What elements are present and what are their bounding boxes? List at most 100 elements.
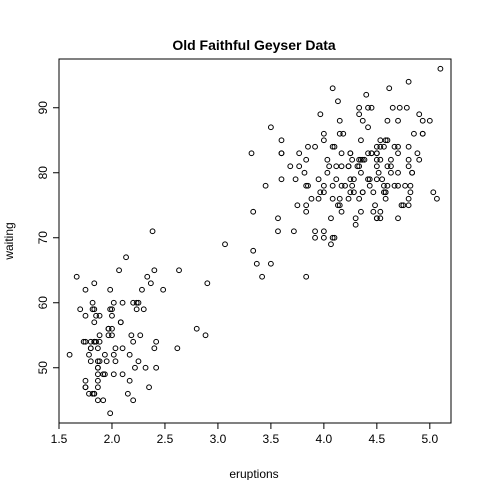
data-point — [147, 280, 154, 287]
data-point — [303, 208, 310, 215]
data-point — [312, 228, 318, 235]
data-point — [324, 156, 331, 163]
data-point — [317, 111, 324, 118]
data-point — [296, 163, 303, 170]
data-point — [101, 351, 108, 358]
data-point — [317, 189, 324, 196]
data-point — [107, 286, 114, 293]
data-point — [336, 130, 343, 137]
data-point — [96, 312, 103, 319]
data-point — [320, 137, 327, 144]
x-tick-label: 3.0 — [210, 432, 227, 446]
data-point — [329, 234, 336, 241]
data-points — [66, 65, 444, 417]
data-point — [365, 150, 371, 157]
data-point — [395, 215, 401, 222]
data-point — [336, 195, 343, 202]
y-tick-label: 80 — [36, 166, 50, 180]
data-point — [248, 150, 255, 157]
data-point — [89, 299, 96, 306]
data-point — [379, 176, 386, 183]
data-point — [93, 338, 99, 345]
data-point — [354, 163, 361, 170]
data-point — [267, 124, 274, 131]
data-point — [384, 137, 391, 144]
data-point — [372, 202, 378, 209]
data-point — [381, 143, 387, 150]
data-point — [94, 384, 101, 391]
data-point — [278, 176, 285, 183]
data-point — [365, 176, 371, 183]
data-point — [326, 163, 333, 170]
data-point — [407, 189, 414, 196]
data-point — [368, 150, 375, 157]
data-point — [96, 338, 103, 345]
data-point — [405, 202, 412, 209]
data-point — [259, 273, 265, 280]
data-point — [395, 182, 401, 189]
data-point — [331, 143, 338, 150]
data-point — [352, 215, 359, 222]
y-axis: 50 60 70 80 90 — [36, 101, 59, 374]
data-point — [366, 176, 373, 183]
data-point — [391, 143, 398, 150]
data-point — [359, 156, 366, 163]
data-point — [151, 345, 158, 352]
data-point — [82, 384, 89, 391]
data-point — [312, 143, 318, 150]
data-point — [402, 182, 409, 189]
data-point — [398, 202, 405, 209]
data-point — [176, 267, 182, 274]
data-point — [328, 215, 334, 222]
data-point — [139, 286, 145, 293]
data-point — [320, 189, 327, 196]
data-point — [426, 117, 433, 124]
y-tick-label: 90 — [36, 101, 50, 115]
data-point — [405, 195, 412, 202]
data-point — [100, 397, 107, 404]
y-axis-label: waiting — [2, 222, 16, 260]
data-point — [292, 176, 299, 183]
data-point — [329, 182, 336, 189]
data-point — [89, 390, 96, 397]
x-tick-label: 5.0 — [421, 432, 438, 446]
data-point — [356, 111, 363, 118]
data-point — [373, 176, 380, 183]
data-point — [82, 312, 89, 319]
data-point — [419, 130, 426, 137]
data-point — [377, 215, 384, 222]
data-point — [110, 351, 117, 358]
data-point — [94, 371, 101, 378]
data-point — [335, 202, 341, 209]
data-point — [359, 189, 366, 196]
data-point — [315, 195, 322, 202]
data-point — [135, 358, 142, 365]
data-point — [117, 319, 124, 326]
data-point — [101, 371, 108, 378]
data-point — [345, 163, 352, 170]
data-point — [411, 130, 417, 137]
data-point — [133, 299, 140, 306]
data-point — [202, 332, 209, 339]
data-point — [366, 182, 373, 189]
data-point — [384, 182, 391, 189]
data-point — [358, 137, 364, 144]
data-point — [153, 364, 160, 371]
data-point — [347, 150, 354, 157]
data-point — [94, 364, 101, 371]
data-point — [112, 358, 119, 365]
data-point — [391, 182, 398, 189]
data-point — [137, 332, 144, 339]
data-point — [368, 104, 375, 111]
data-point — [94, 377, 101, 384]
data-point — [375, 169, 382, 176]
data-point — [349, 156, 356, 163]
data-point — [405, 163, 412, 170]
plot-frame — [58, 58, 452, 424]
data-point — [345, 195, 352, 202]
data-point — [395, 143, 401, 150]
data-point — [294, 202, 301, 209]
data-point — [340, 130, 347, 137]
data-point — [430, 189, 437, 196]
data-point — [89, 306, 96, 313]
